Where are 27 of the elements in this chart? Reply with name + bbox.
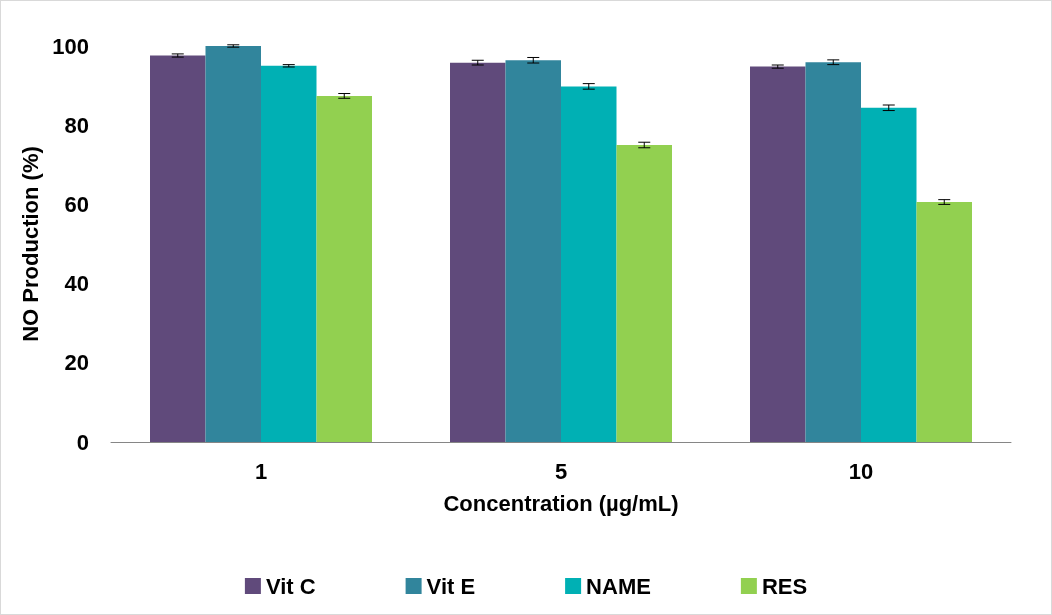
y-tick-label: 0 — [76, 429, 89, 455]
y-tick-label: 100 — [52, 33, 89, 59]
legend-label: Vit E — [426, 573, 476, 599]
bar — [861, 107, 917, 442]
bar — [805, 62, 861, 442]
y-tick-label: 80 — [64, 112, 89, 138]
legend-label: Vit C — [265, 573, 316, 599]
bar — [616, 145, 672, 442]
legend-label: RES — [761, 573, 808, 599]
bar — [205, 46, 261, 442]
y-tick-label: 60 — [64, 191, 89, 217]
x-tick-label: 1 — [254, 458, 268, 484]
bar — [450, 62, 506, 442]
bar — [261, 65, 317, 442]
legend-label: NAME — [586, 573, 651, 599]
bar — [316, 95, 372, 442]
bar — [916, 202, 972, 442]
bar — [505, 60, 561, 442]
bar — [750, 66, 806, 442]
y-axis-title: NO Production (%) — [17, 146, 43, 342]
x-axis-title: Concentration (µg/mL) — [443, 490, 679, 516]
x-tick-label: 5 — [554, 458, 568, 484]
bar — [561, 86, 617, 442]
y-tick-label: 40 — [64, 271, 89, 297]
x-tick-label: 10 — [848, 458, 874, 484]
bar — [150, 55, 206, 442]
y-tick-label: 20 — [64, 350, 89, 376]
